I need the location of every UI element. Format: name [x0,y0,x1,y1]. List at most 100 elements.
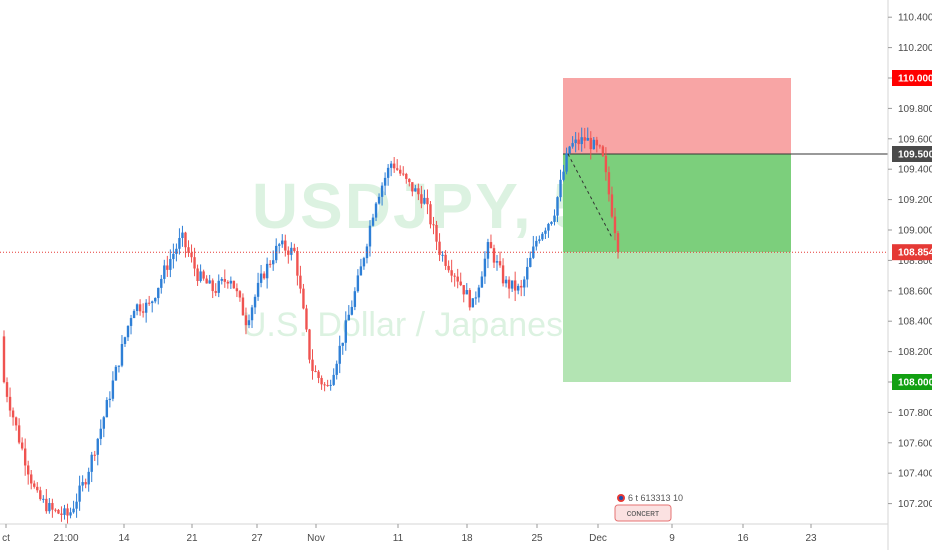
time-tick-label: 21:00 [53,533,78,544]
price-axis[interactable]: 110.400 110.200 110.000 109.800 109.600 109.4… [888,13,932,510]
candle-body [284,240,287,251]
candle-body [468,290,471,308]
candle-body [559,179,562,198]
candle-body [105,400,109,418]
candle-body [520,285,523,288]
candle-body [550,221,553,224]
candle-body [217,280,220,293]
candle-body [166,265,169,270]
candle-body [308,329,311,360]
time-tick-label: Nov [307,533,325,544]
candle-body [117,365,121,367]
candle-body [111,380,115,399]
candle-body [380,185,384,197]
candle-body [495,261,499,263]
profit-zone-active[interactable] [563,154,791,253]
candle-body [157,287,160,299]
event-emblem[interactable]: 6 t 613313 10 ᴄᴏɴᴄᴇʀᴛ [614,493,683,522]
candle-body [405,173,408,179]
price-tick-label: 109.000 [898,226,932,237]
candle-body [96,438,99,455]
candle-body [423,197,426,204]
candle-body [492,248,496,263]
stop-loss-zone[interactable] [563,78,791,154]
candle-body [39,490,42,500]
candle-body [244,315,248,326]
candle-body [368,225,372,247]
price-tick-label: 108.800 [898,256,932,267]
candle-body [48,503,51,512]
emblem-badge [614,504,672,522]
candle-body [574,139,577,144]
candle-body [462,285,465,295]
candle-body [504,279,508,284]
candle-body [592,139,596,150]
candle-body [486,242,490,259]
candle-body [175,248,178,254]
time-tick-label: 14 [118,533,130,544]
candle-body [568,146,571,154]
candle-body [420,194,423,204]
candle-body [147,302,151,304]
candle-body [51,503,54,510]
candle-body [238,291,242,298]
candle-body [229,280,233,284]
candle-body [302,288,305,309]
short-position-tool[interactable] [563,78,888,382]
candle-body [350,306,354,315]
time-tick-label: 11 [393,533,404,544]
candle-body [90,454,93,472]
candle-body [547,223,550,231]
candle-body [84,482,87,485]
candle-body [11,410,15,418]
candle-body [577,139,580,145]
price-tick-label: 107.400 [898,469,932,480]
candle-body [69,512,72,516]
candle-body [102,417,106,429]
take-profit-zone[interactable] [563,252,791,382]
candle-body [42,498,45,500]
candle-body [516,285,520,291]
time-tick-label: Dec [589,533,607,544]
candle-body [610,194,614,217]
candle-body [184,232,187,248]
candle-body [293,247,296,252]
candle-body [447,265,450,271]
emblem-line1: 6 t 613313 10 [628,493,683,503]
candle-body [483,258,487,277]
candle-body [601,146,605,156]
candle-body [211,280,214,292]
candle-body [329,384,332,386]
time-tick-label: 18 [461,533,473,544]
time-tick-label: 16 [737,533,749,544]
time-tick-label: ct [2,533,10,544]
candle-body [414,188,417,192]
candle-body [480,276,484,288]
candle-body [299,275,302,289]
candle-body [616,233,620,253]
candle-body [465,290,468,295]
candle-body [544,230,547,234]
candle-body [556,197,559,216]
candle-body [262,273,266,279]
time-tick-label: 9 [669,533,675,544]
candle-body [532,246,535,258]
candle-body [598,145,602,147]
candle-body [429,204,432,225]
price-tick-label: 109.800 [898,104,932,115]
candle-body [33,483,36,487]
time-axis[interactable]: ct 21:00 14 21 27 Nov 11 18 25 Dec 9 16 23 [2,524,817,544]
stop-loss-tag [892,70,932,86]
price-tick-label: 109.200 [898,195,932,206]
candle-body [17,425,21,443]
price-tick-label: 107.200 [898,499,932,510]
candle-body [607,172,611,195]
candle-body [432,224,435,226]
candle-body [275,245,278,261]
candle-body [169,259,172,270]
candle-body [78,485,81,502]
price-tick-label: 109.600 [898,134,932,145]
time-tick-label: 25 [531,533,543,544]
